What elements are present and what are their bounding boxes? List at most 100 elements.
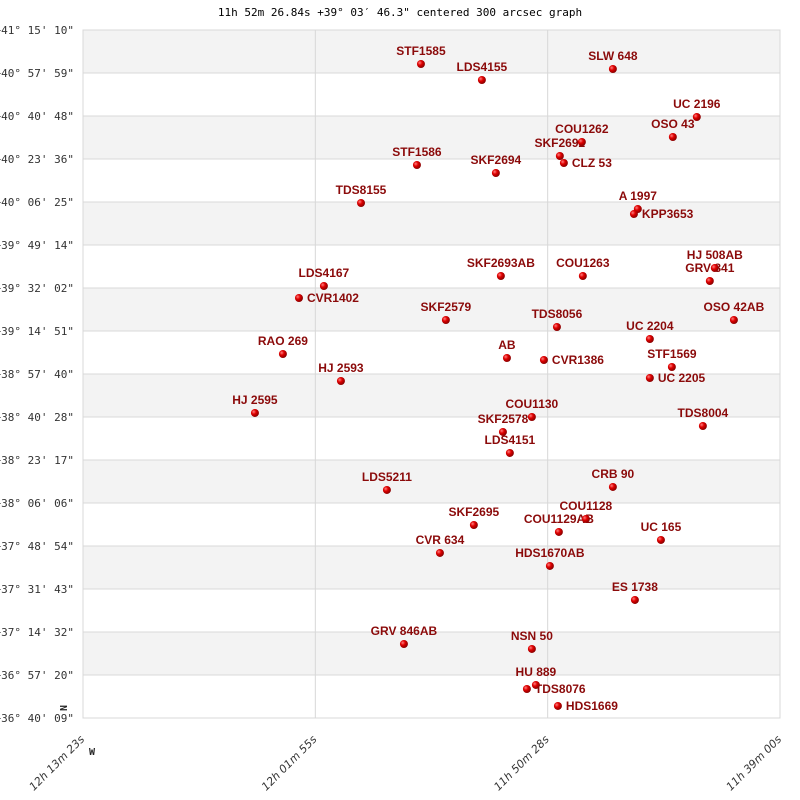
star-label: HJ 2593 [318,361,364,375]
star-point [382,485,391,494]
star-point [498,427,507,436]
grid-band [83,632,780,675]
star-label: CVR1386 [552,353,604,367]
star-label: SKF2579 [421,300,472,314]
y-tick-label: +38° 57' 40" [0,368,74,381]
star-point [554,527,563,536]
star-label: UC 165 [641,520,682,534]
star-label: STF1569 [647,347,697,361]
plot-frame [82,29,781,719]
star-label: TDS8155 [336,183,387,197]
star-point [502,353,511,362]
star-point [555,151,564,160]
x-tick-label: 11h 39m 00s [724,733,785,794]
star-label: LDS5211 [362,470,412,484]
star-label: TDS8004 [678,406,729,420]
star-label: SKF2692 [535,136,586,150]
grid-band [83,546,780,589]
star-point [435,548,444,557]
star-point [645,334,654,343]
star-label: SLW 648 [588,49,638,63]
star-label: CVR1402 [307,291,359,305]
grid-band [83,116,780,159]
y-tick-label: +36° 40' 09" [0,712,74,725]
y-tick-label: +40° 06' 25" [0,196,74,209]
star-label: GRV 846AB [371,624,438,638]
star-point [698,421,707,430]
star-point [578,271,587,280]
star-point [294,293,303,302]
star-point [469,520,478,529]
star-label: HDS1669 [566,699,618,713]
y-tick-label: +37° 14' 32" [0,626,74,639]
star-point [399,639,408,648]
star-point [692,112,701,121]
star-label: UC 2204 [626,319,674,333]
star-label: COU1262 [555,122,609,136]
grid-band [83,202,780,245]
star-point [545,561,554,570]
y-tick-label: +38° 06' 06" [0,497,74,510]
star-label: TDS8076 [535,682,586,696]
y-tick-label: +38° 23' 17" [0,454,74,467]
star-point [527,412,536,421]
star-label: HJ 2595 [232,393,278,407]
star-point [667,362,676,371]
star-point [412,161,421,170]
star-point [608,64,617,73]
star-point [668,132,677,141]
x-tick-label: 11h 50m 28s [491,733,552,794]
grid-band [83,374,780,417]
star-point [416,59,425,68]
star-point [710,263,719,272]
star-point [491,169,500,178]
star-point [729,315,738,324]
star-label: KPP3653 [642,207,694,221]
star-label: A 1997 [619,189,658,203]
star-point [656,535,665,544]
star-point [552,322,561,331]
star-point [630,595,639,604]
star-label: HJ 508AB [687,248,743,262]
star-label: SKF2695 [449,505,500,519]
star-point [250,408,259,417]
star-point [477,75,486,84]
star-point [559,158,568,167]
star-label: UC 2205 [658,371,706,385]
star-point [336,376,345,385]
star-label: COU1130 [506,397,559,411]
y-tick-label: +40° 40' 48" [0,110,74,123]
star-label: HDS1670AB [515,546,585,560]
y-tick-label: +40° 23' 36" [0,153,74,166]
star-point [553,701,562,710]
star-label: ES 1738 [612,580,658,594]
y-tick-label: +39° 49' 14" [0,239,74,252]
star-point [531,680,540,689]
star-label: SKF2578 [478,412,529,426]
star-point [645,373,654,382]
star-point [278,349,287,358]
star-point [522,684,531,693]
star-label: NSN 50 [511,629,553,643]
star-label: STF1586 [392,145,442,159]
star-label: UC 2196 [673,97,721,111]
west-marker: W [89,747,96,758]
star-label: LDS4167 [299,266,350,280]
grid-band [83,460,780,503]
y-tick-label: +39° 32' 02" [0,282,74,295]
y-tick-label: +37° 48' 54" [0,540,74,553]
star-label: CLZ 53 [572,156,612,170]
star-label: HU 889 [516,665,557,679]
chart-title: 11h 52m 26.84s +39° 03′ 46.3" centered 3… [217,6,583,19]
star-point [496,271,505,280]
x-tick-label: 12h 13m 23s [27,733,88,794]
star-label: SKF2694 [471,153,522,167]
star-label: CRB 90 [592,467,635,481]
star-label: TDS8056 [532,307,583,321]
star-point [629,209,638,218]
star-label: AB [498,338,516,352]
star-label: LDS4151 [485,433,536,447]
star-label: SKF2693AB [467,256,535,270]
star-point [527,644,536,653]
